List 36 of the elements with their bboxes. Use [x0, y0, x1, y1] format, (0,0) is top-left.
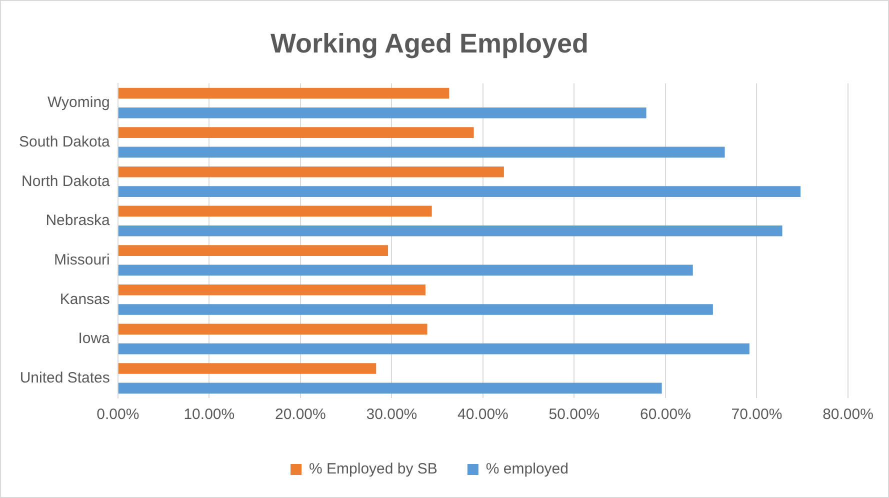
bar: [118, 324, 428, 335]
bar: [118, 363, 376, 374]
x-tick-label: 60.00%: [640, 406, 691, 424]
bar: [118, 127, 474, 138]
x-tick-label: 20.00%: [274, 406, 326, 424]
y-tick-label: Wyoming: [48, 94, 110, 112]
bar: [118, 264, 693, 276]
bar: [118, 146, 725, 158]
chart-title: Working Aged Employed: [270, 28, 589, 59]
bar: [118, 245, 388, 256]
x-tick-label: 70.00%: [731, 406, 782, 424]
bar: [118, 382, 662, 394]
y-tick-label: United States: [20, 369, 110, 386]
x-tick-label: 30.00%: [366, 406, 418, 424]
bar: [118, 186, 801, 197]
legend-label: % Employed by SB: [309, 460, 438, 478]
y-tick-label: Iowa: [78, 330, 111, 348]
bar: [118, 225, 782, 236]
y-tick-label: Nebraska: [46, 212, 111, 230]
bar: [118, 304, 713, 315]
x-tick-label: 50.00%: [548, 406, 600, 424]
bar: [118, 343, 750, 354]
bar: [118, 107, 646, 118]
y-tick-label: Kansas: [60, 290, 110, 308]
y-tick-label: Missouri: [54, 252, 110, 269]
bar: [118, 206, 432, 217]
x-tick-label: 10.00%: [184, 406, 235, 424]
y-tick-label: South Dakota: [18, 134, 111, 151]
x-tick-label: 80.00%: [822, 406, 874, 424]
y-tick-label: North Dakota: [22, 172, 111, 190]
legend-label: % employed: [486, 460, 568, 478]
bar: [118, 284, 426, 296]
bar: [118, 166, 504, 178]
x-tick-label: 0.00%: [96, 406, 140, 424]
bar: [118, 88, 450, 99]
x-tick-label: 40.00%: [458, 406, 508, 424]
